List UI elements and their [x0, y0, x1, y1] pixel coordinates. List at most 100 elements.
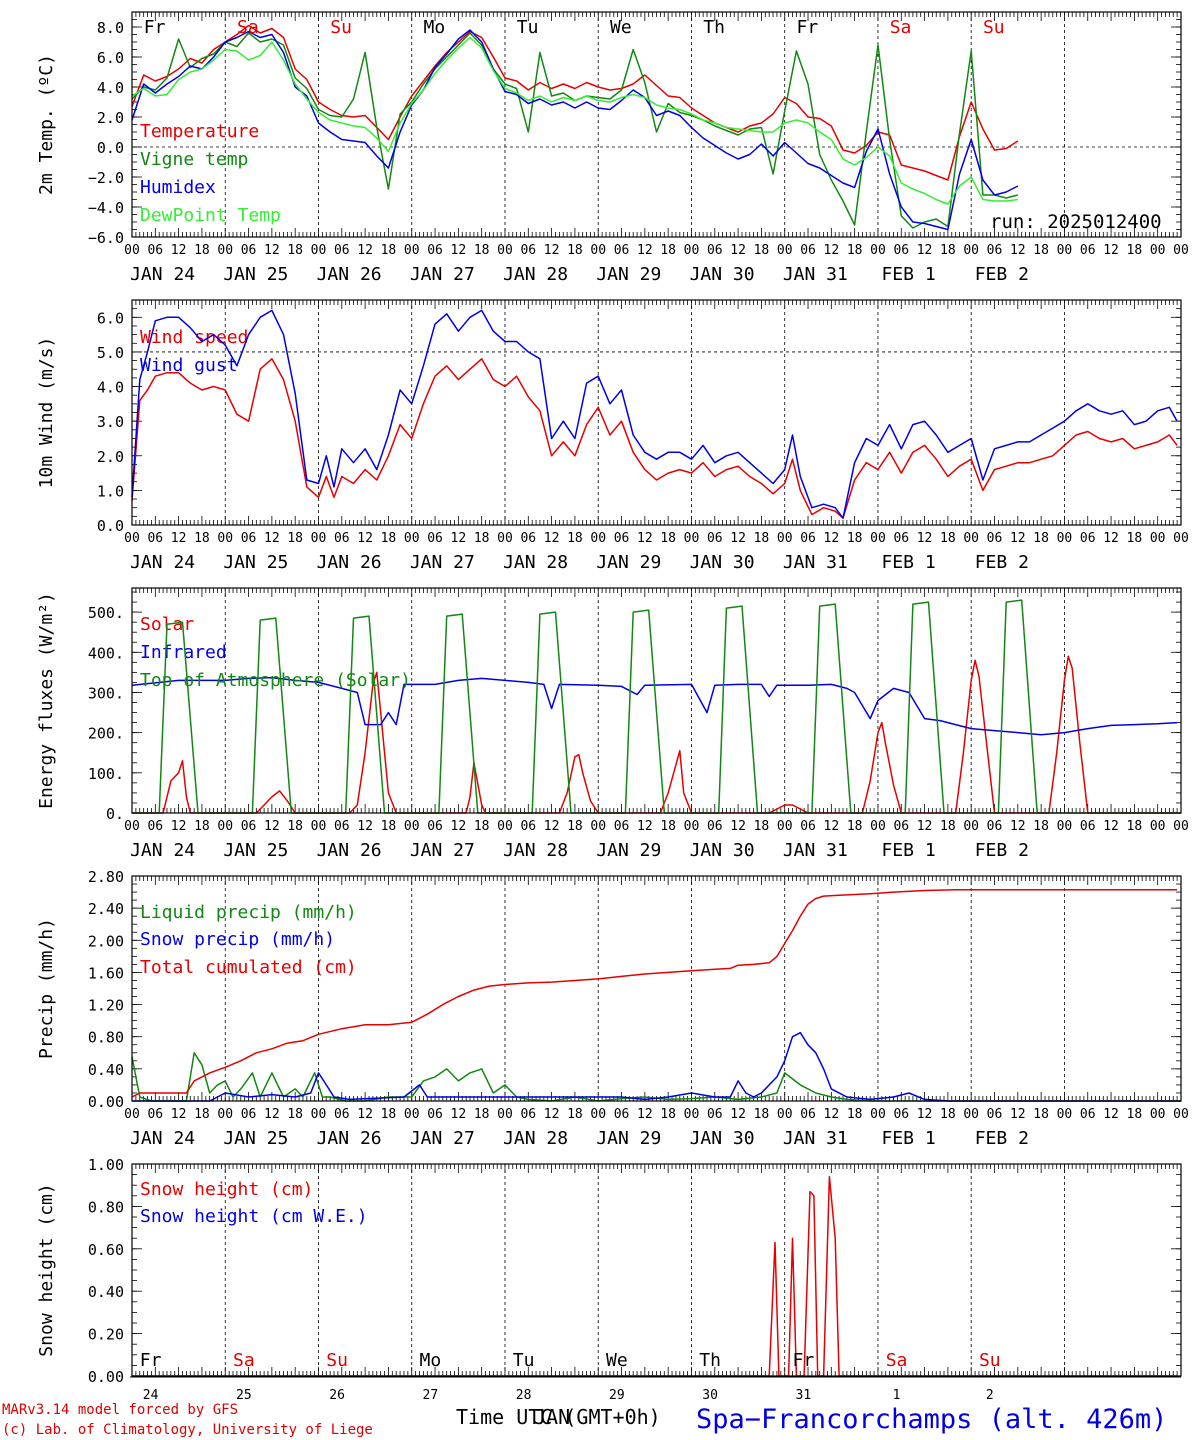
hour-tick-label: 06: [334, 531, 350, 546]
hour-tick-label: 12: [1103, 819, 1119, 834]
day-number: 1: [893, 1388, 901, 1403]
y-tick-label: 8.0: [97, 19, 124, 37]
y-tick-label: 2.40: [88, 900, 124, 918]
day-label: JAN 24: [130, 1128, 195, 1149]
y-tick-label: 300.: [88, 684, 124, 702]
y-tick-label: 0.00: [88, 1368, 124, 1386]
hour-tick-label: 06: [1080, 531, 1096, 546]
hour-tick-label: 00: [590, 819, 606, 834]
hour-tick-label: 00: [777, 819, 793, 834]
series-line-snow-height-cm-: [132, 1175, 1178, 1377]
hour-tick-label: 18: [754, 243, 770, 258]
panel-4: 2.80 2.40 2.00 1.60 1.20 0.80 0.40 0.00 Precip (…: [36, 868, 1189, 1149]
hour-tick-label: 12: [171, 243, 187, 258]
hour-tick-label: 18: [660, 1107, 676, 1122]
hour-tick-label: 00: [311, 243, 327, 258]
day-label: JAN 25: [223, 840, 288, 861]
hour-tick-label: 00: [870, 1107, 886, 1122]
series-line-vigne-temp: [131, 32, 1018, 229]
hour-tick-label: 12: [637, 1107, 653, 1122]
hour-tick-label: 00: [1150, 243, 1166, 258]
legend-entry: DewPoint Temp: [140, 205, 281, 226]
hour-tick-label: 12: [824, 819, 840, 834]
day-number: 31: [796, 1388, 812, 1403]
hour-tick-label: 18: [194, 531, 210, 546]
hour-tick-label: 18: [381, 819, 397, 834]
hour-tick-label: 18: [1127, 1107, 1143, 1122]
hour-tick-label: 00: [684, 243, 700, 258]
day-label: FEB 2: [975, 1128, 1029, 1149]
day-number: 28: [516, 1388, 532, 1403]
hour-tick-label: 00: [404, 1107, 420, 1122]
hour-tick-label: 12: [824, 1107, 840, 1122]
hour-tick-label: 12: [544, 243, 560, 258]
y-tick-label: 0.80: [88, 1029, 124, 1047]
hour-tick-label: 00: [1057, 1107, 1073, 1122]
hour-tick-label: 18: [287, 1107, 303, 1122]
y-axis-label: Energy fluxes (W/m²): [36, 592, 57, 809]
hour-tick-label: 06: [800, 243, 816, 258]
hour-tick-label: 18: [940, 1107, 956, 1122]
hour-tick-label: 06: [1080, 243, 1096, 258]
hour-tick-label: 00: [1150, 819, 1166, 834]
hour-tick-label: 06: [707, 531, 723, 546]
y-tick-label: 4.0: [97, 379, 124, 397]
legend-entry: Infrared: [140, 642, 227, 663]
hour-tick-label: 18: [287, 819, 303, 834]
hour-tick-label: 00: [684, 819, 700, 834]
hour-tick-label: 12: [357, 531, 373, 546]
hour-tick-label: 00: [311, 531, 327, 546]
legend-entry: Wind speed: [140, 327, 248, 348]
hour-tick-label: 00: [870, 531, 886, 546]
time-axis-label: Time UTC (GMT+0h): [456, 1405, 661, 1429]
day-label: JAN 30: [690, 1128, 755, 1149]
hour-tick-label: 18: [381, 243, 397, 258]
legend-entry: Vigne temp: [140, 149, 248, 170]
hour-tick-label: 00: [1057, 531, 1073, 546]
hour-tick-label: 00: [590, 243, 606, 258]
y-tick-label: 3.0: [97, 413, 124, 431]
hour-tick-label: 12: [730, 531, 746, 546]
hour-tick-label: 06: [241, 243, 257, 258]
hour-tick-label: 00: [217, 819, 233, 834]
day-label: FEB 1: [881, 552, 935, 573]
hour-tick-label: 18: [1127, 531, 1143, 546]
hour-tick-label: 18: [847, 819, 863, 834]
hour-tick-label: 12: [917, 1107, 933, 1122]
day-label: JAN 28: [503, 1128, 568, 1149]
y-axis-label: Precip (mm/h): [36, 918, 57, 1059]
hour-tick-label: 18: [567, 243, 583, 258]
hour-tick-label: 12: [451, 819, 467, 834]
hour-tick-label: 00: [777, 1107, 793, 1122]
hour-tick-label: 00: [497, 1107, 513, 1122]
y-axis-label: Snow height (cm): [36, 1183, 57, 1356]
hour-tick-label: 18: [660, 819, 676, 834]
credit-line-lab: (c) Lab. of Climatology, University of L…: [2, 1422, 373, 1438]
panel-2: 6.0 5.0 4.0 3.0 2.0 1.0 0.0 10m Wind (m/s) Wind …: [36, 299, 1189, 573]
hour-tick-label: 18: [567, 531, 583, 546]
day-name: Mo: [424, 17, 446, 38]
legend-entry: Humidex: [140, 177, 216, 198]
hour-tick-label: 12: [451, 1107, 467, 1122]
hour-tick-label: 06: [893, 819, 909, 834]
day-name: Th: [703, 17, 725, 38]
hour-tick-label: 00: [870, 243, 886, 258]
y-tick-label: 200.: [88, 725, 124, 743]
hour-tick-label: 06: [241, 531, 257, 546]
hour-tick-label: 12: [451, 243, 467, 258]
hour-tick-label: 00: [497, 243, 513, 258]
y-tick-label: 0.40: [88, 1283, 124, 1301]
hour-tick-label: 00: [404, 243, 420, 258]
plot-frame: [131, 1163, 1182, 1377]
hour-tick-label: 00: [217, 1107, 233, 1122]
hour-tick-label: 12: [917, 531, 933, 546]
hour-tick-label: 06: [241, 1107, 257, 1122]
y-tick-label: 0.80: [88, 1198, 124, 1216]
hour-tick-label: 12: [264, 819, 280, 834]
day-label: FEB 2: [975, 552, 1029, 573]
y-axis-label: 10m Wind (m/s): [36, 337, 57, 489]
legend-entry: Temperature: [140, 121, 259, 142]
hour-tick-label: 06: [427, 531, 443, 546]
hour-tick-label: 00: [963, 1107, 979, 1122]
